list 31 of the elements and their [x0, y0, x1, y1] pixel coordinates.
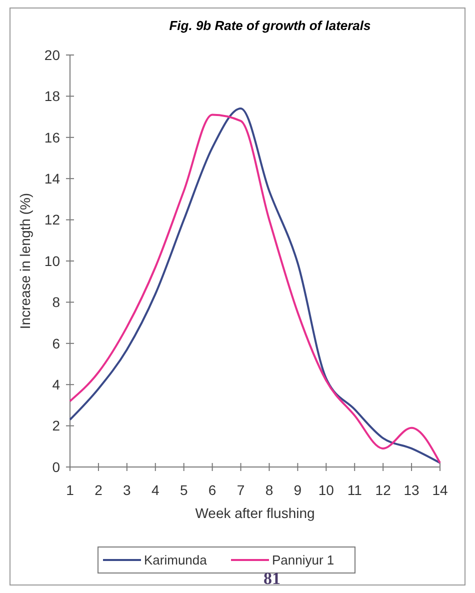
x-tick-label: 3: [123, 482, 132, 498]
y-tick-label: 0: [52, 458, 60, 475]
x-tick-label: 13: [404, 482, 420, 498]
y-tick-label: 2: [52, 418, 60, 434]
x-tick-label: 7: [236, 482, 245, 498]
legend-label: Karimunda: [144, 552, 208, 568]
x-tick-label: 12: [375, 482, 392, 498]
y-axis-title: Increase in length (%): [17, 192, 33, 330]
x-tick-label: 10: [318, 482, 334, 498]
y-tick-label: 18: [44, 88, 60, 104]
x-tick-label: 14: [432, 482, 448, 498]
y-tick-label: 20: [44, 46, 60, 63]
x-tick-label: 2: [94, 482, 103, 498]
x-tick-label: 9: [294, 482, 302, 498]
legend-label: Panniyur 1: [272, 552, 334, 568]
chart-title: Fig. 9b Rate of growth of laterals: [169, 18, 371, 33]
text: 81: [264, 569, 280, 588]
y-tick-label: 6: [52, 335, 60, 352]
y-tick-label: 16: [44, 129, 60, 146]
x-axis-title: Week after flushing: [195, 505, 315, 521]
x-tick-label: 8: [265, 482, 274, 498]
y-tick-label: 10: [44, 252, 60, 269]
x-tick-label: 4: [151, 482, 160, 498]
y-tick-label: 14: [44, 170, 60, 186]
y-tick-label: 8: [52, 294, 60, 310]
x-tick-label: 11: [347, 482, 362, 498]
x-tick-label: 1: [66, 482, 74, 498]
x-tick-label: 5: [180, 482, 188, 498]
y-tick-label: 12: [44, 212, 60, 228]
x-tick-label: 6: [208, 482, 216, 498]
y-tick-label: 4: [52, 376, 60, 392]
